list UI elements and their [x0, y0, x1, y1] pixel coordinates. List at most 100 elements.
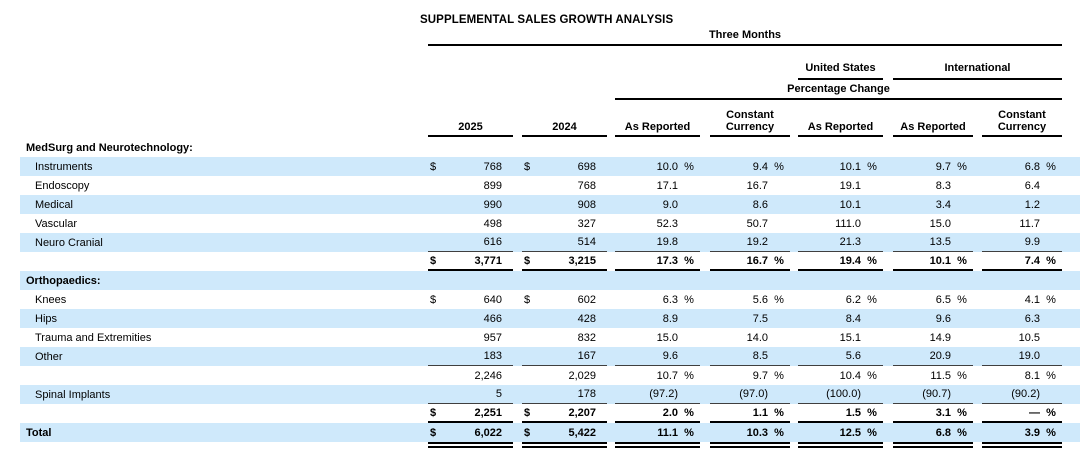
column-gap [883, 290, 893, 309]
column-gap [513, 366, 522, 385]
cell-value: 514 [577, 236, 596, 248]
column-gap [513, 404, 522, 423]
column-gap [513, 195, 522, 214]
cell-value: 6.3 [662, 293, 678, 306]
column-gap [607, 347, 615, 366]
row-tail [1062, 195, 1080, 214]
table-cell: 14.0 [710, 328, 790, 347]
cell-value: 2,207 [568, 406, 596, 419]
dollar-sign: $ [430, 426, 437, 439]
percent-sign: % [774, 160, 784, 173]
dollar-sign: $ [524, 254, 531, 267]
cell-value: 12.5 [839, 426, 861, 439]
period-group-header: Three Months [428, 29, 1062, 46]
cell-value: 2,251 [474, 406, 502, 419]
cell-value: 990 [483, 198, 502, 211]
column-header-us-as-reported: As Reported [798, 102, 883, 137]
table-cell: 19.8 [615, 233, 700, 252]
table-cell: (97.2) [615, 385, 700, 404]
row-tail [1062, 290, 1080, 309]
percent-sign: % [684, 254, 694, 267]
column-gap [607, 328, 615, 347]
table-cell [710, 271, 790, 290]
table-cell: 13.5 [893, 233, 973, 252]
table-cell: 7.4% [982, 252, 1062, 271]
table-cell: 10.1 [798, 195, 883, 214]
table-cell [428, 271, 513, 290]
cell-value: 21.3 [839, 236, 861, 248]
column-gap [607, 423, 615, 442]
column-gap [700, 309, 710, 328]
cell-value: 768 [577, 179, 596, 192]
table-cell [615, 271, 700, 290]
cell-value: 11.7 [1019, 217, 1040, 230]
row-tail [1062, 347, 1080, 366]
column-gap [883, 328, 893, 347]
double-rule-segment [893, 442, 973, 448]
row-tail [1062, 366, 1080, 385]
column-gap [607, 252, 615, 271]
row-tail [1062, 328, 1080, 347]
cell-value: 14.0 [746, 331, 768, 344]
table-cell: 957 [428, 328, 513, 347]
cell-value: 15.0 [656, 331, 678, 344]
table-cell: 10.0% [615, 157, 700, 176]
column-gap [607, 271, 615, 290]
column-gap [607, 290, 615, 309]
table-cell: 466 [428, 309, 513, 328]
column-gap [883, 271, 893, 290]
column-gap [607, 309, 615, 328]
column-gap [513, 138, 522, 157]
table-cell: 17.3% [615, 252, 700, 271]
column-gap [607, 157, 615, 176]
cell-value: 2,246 [474, 369, 502, 382]
column-gap [607, 404, 615, 423]
column-gap [513, 176, 522, 195]
table-cell: 1.2 [982, 195, 1062, 214]
table-cell: $602 [522, 290, 607, 309]
table-cell: $640 [428, 290, 513, 309]
double-rule-segment [522, 442, 607, 448]
table-cell [615, 138, 700, 157]
table-cell: $5,422 [522, 423, 607, 442]
cell-value: 698 [577, 160, 596, 173]
table-body: MedSurg and Neurotechnology: Instruments $… [0, 138, 1080, 451]
cell-value: 11.5 [930, 369, 951, 382]
column-gap [607, 385, 615, 404]
table-cell: $6,022 [428, 423, 513, 442]
column-gap [883, 366, 893, 385]
cell-value: 7.4 [1024, 254, 1040, 267]
table-cell [982, 271, 1062, 290]
cell-value: 16.7 [746, 179, 768, 192]
column-gap [973, 385, 982, 404]
table-cell: $2,207 [522, 404, 607, 423]
table-row: Vascular 498 327 52.3 50.7 111.0 15.0 11.7 [0, 214, 1080, 233]
column-gap [883, 233, 893, 252]
column-gap [883, 423, 893, 442]
cell-value: (97.0) [739, 388, 768, 400]
table-cell: 3.9% [982, 423, 1062, 442]
column-gap [700, 290, 710, 309]
cell-value: 111.0 [835, 217, 861, 230]
column-gap [513, 252, 522, 271]
double-rule-segment [615, 442, 700, 448]
cell-value: — [1029, 406, 1040, 419]
column-gap [513, 271, 522, 290]
table-cell [522, 138, 607, 157]
table-cell: 5.6% [710, 290, 790, 309]
row-label: Neuro Cranial [35, 236, 103, 249]
table-cell: 11.5% [893, 366, 973, 385]
cell-value: 8.9 [662, 312, 678, 325]
row-label [0, 366, 428, 385]
cell-value: 9.0 [662, 198, 678, 211]
table-row: Trauma and Extremities 957 832 15.0 14.0 15.1… [0, 328, 1080, 347]
table-cell: 11.7 [982, 214, 1062, 233]
table-cell: (100.0) [798, 385, 883, 404]
cell-value: 6.4 [1024, 179, 1040, 192]
column-gap [513, 157, 522, 176]
row-label [0, 404, 428, 423]
column-gap [513, 347, 522, 366]
column-gap [973, 138, 982, 157]
percent-sign: % [774, 369, 784, 382]
table-cell: 17.1 [615, 176, 700, 195]
